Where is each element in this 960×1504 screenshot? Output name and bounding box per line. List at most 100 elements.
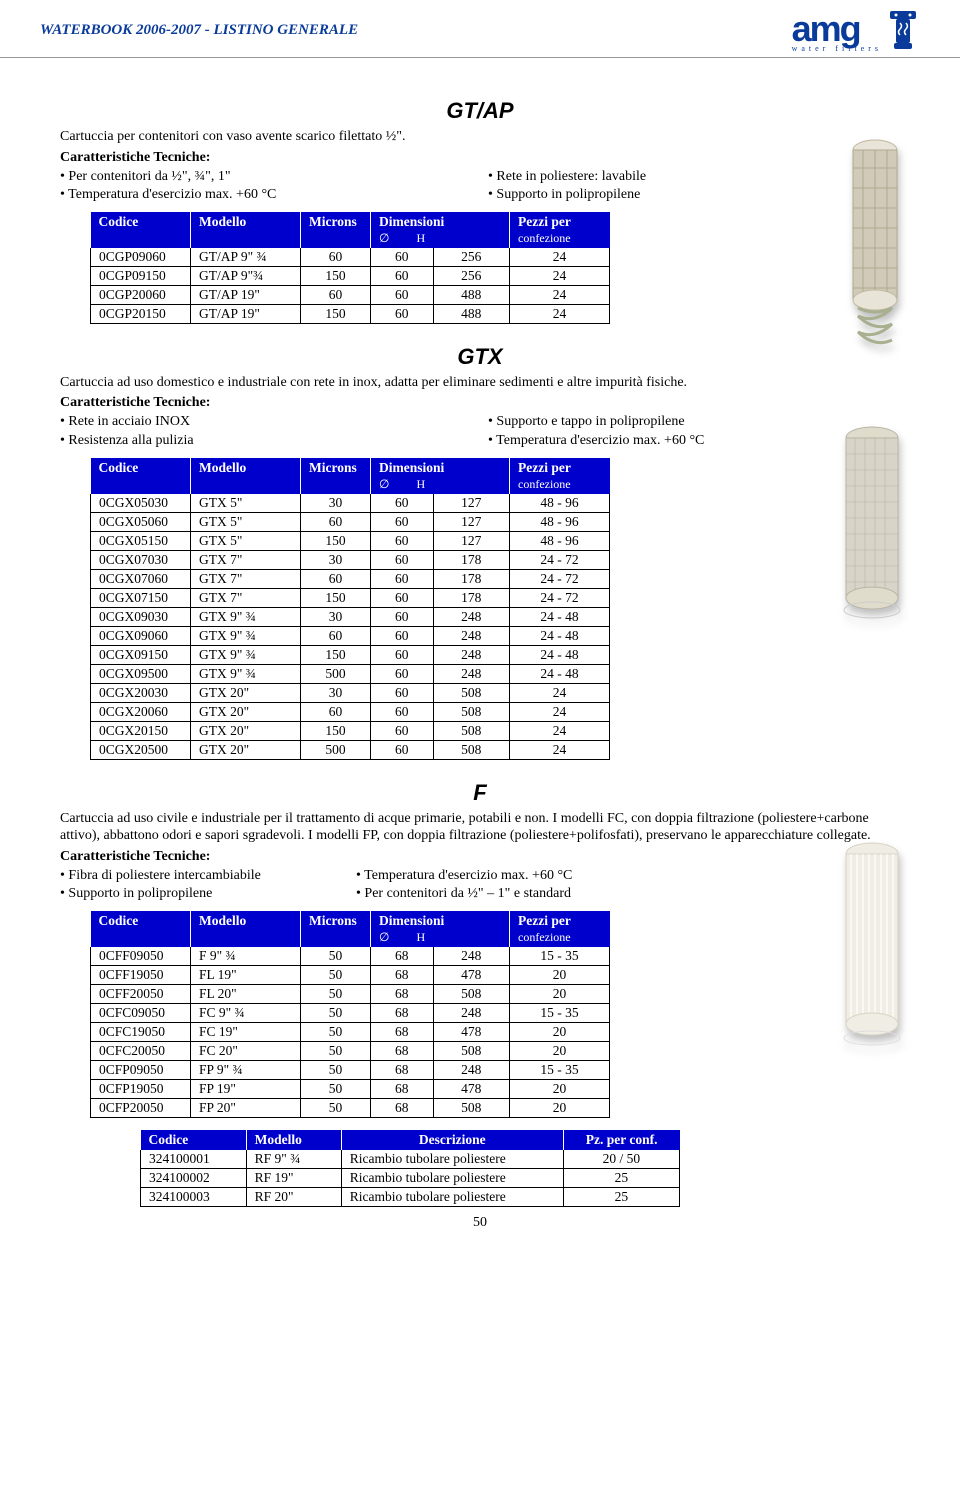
table-cell: FC 19" xyxy=(191,1023,301,1042)
table-cell: 24 xyxy=(510,683,610,702)
table-cell: FP 19" xyxy=(191,1080,301,1099)
table-cell: 48 - 96 xyxy=(510,494,610,513)
table-row: 324100001RF 9" ¾Ricambio tubolare polies… xyxy=(141,1150,680,1169)
table-cell: 24 xyxy=(510,721,610,740)
table-cell: 0CGX05060 xyxy=(91,512,191,531)
table-row: 0CFC20050FC 20"506850820 xyxy=(91,1042,610,1061)
table-cell: 60 xyxy=(371,645,434,664)
table-f-ricambi: Codice Modello Descrizione Pz. per conf.… xyxy=(140,1130,680,1207)
table-body: 0CGX05030GTX 5"306012748 - 960CGX05060GT… xyxy=(91,494,610,760)
table-cell: 50 xyxy=(301,947,371,966)
table-row: 0CGX09060GTX 9" ¾606024824 - 48 xyxy=(91,626,610,645)
table-cell: 248 xyxy=(433,607,509,626)
table-row: 0CGX09500GTX 9" ¾5006024824 - 48 xyxy=(91,664,610,683)
table-cell: 500 xyxy=(301,740,371,759)
table-cell: 508 xyxy=(433,1042,509,1061)
table-cell: 24 - 72 xyxy=(510,588,610,607)
table-cell: 30 xyxy=(301,607,371,626)
table-row: 0CGX05150GTX 5"1506012748 - 96 xyxy=(91,531,610,550)
table-cell: Ricambio tubolare poliestere xyxy=(341,1188,563,1207)
table-cell: 60 xyxy=(371,702,434,721)
table-cell: 24 - 48 xyxy=(510,607,610,626)
table-header: Codice Modello Microns Dimensioni ∅ H Pe… xyxy=(91,911,610,947)
table-cell: 20 xyxy=(510,966,610,985)
table-cell: 60 xyxy=(371,531,434,550)
table-cell: 24 xyxy=(510,285,610,304)
table-cell: Ricambio tubolare poliestere xyxy=(341,1150,563,1169)
table-cell: 60 xyxy=(371,248,434,267)
table-cell: FP 9" ¾ xyxy=(191,1061,301,1080)
table-row: 0CGX05060GTX 5"606012748 - 96 xyxy=(91,512,610,531)
table-cell: 0CGP20150 xyxy=(91,304,191,323)
list-item: Per contenitori da ½" – 1" e standard xyxy=(356,885,900,903)
table-cell: 508 xyxy=(433,740,509,759)
table-cell: 50 xyxy=(301,1061,371,1080)
table-cell: FL 19" xyxy=(191,966,301,985)
table-cell: 248 xyxy=(433,1004,509,1023)
bullets-gtx: Rete in acciaio INOXResistenza alla puli… xyxy=(60,413,900,449)
table-cell: 478 xyxy=(433,1023,509,1042)
table-cell: RF 19" xyxy=(246,1169,341,1188)
table-cell: GTX 7" xyxy=(191,550,301,569)
table-header: Codice Modello Microns Dimensioni ∅ H Pe… xyxy=(91,212,610,248)
table-cell: 60 xyxy=(371,588,434,607)
table-cell: 50 xyxy=(301,985,371,1004)
table-cell: 508 xyxy=(433,683,509,702)
table-cell: GTX 20" xyxy=(191,702,301,721)
table-cell: 68 xyxy=(371,1042,434,1061)
table-cell: 60 xyxy=(301,248,371,267)
table-cell: 50 xyxy=(301,1004,371,1023)
table-cell: 508 xyxy=(433,721,509,740)
table-gtx: Codice Modello Microns Dimensioni ∅ H Pe… xyxy=(90,458,610,760)
table-cell: GTX 20" xyxy=(191,683,301,702)
list-item: Rete in acciaio INOX xyxy=(60,413,472,431)
table-cell: 488 xyxy=(433,285,509,304)
table-cell: 60 xyxy=(371,494,434,513)
table-row: 0CFF09050F 9" ¾506824815 - 35 xyxy=(91,947,610,966)
list-item: Per contenitori da ½", ¾", 1" xyxy=(60,168,472,186)
table-cell: 60 xyxy=(371,550,434,569)
table-row: 0CFC19050FC 19"506847820 xyxy=(91,1023,610,1042)
logo-filter-icon xyxy=(886,9,920,53)
table-cell: 24 xyxy=(510,248,610,267)
bullets-f: Fibra di poliestere intercambiabileSuppo… xyxy=(60,867,900,903)
table-cell: 0CGX05030 xyxy=(91,494,191,513)
table-cell: 0CGX09060 xyxy=(91,626,191,645)
table-cell: 68 xyxy=(371,1080,434,1099)
table-cell: 15 - 35 xyxy=(510,1061,610,1080)
table-row: 324100002RF 19"Ricambio tubolare poliest… xyxy=(141,1169,680,1188)
tech-heading-gtx: Caratteristiche Tecniche: xyxy=(60,395,900,411)
table-row: 0CGX20060GTX 20"606050824 xyxy=(91,702,610,721)
table-cell: 508 xyxy=(433,1099,509,1118)
table-cell: FP 20" xyxy=(191,1099,301,1118)
table-cell: 248 xyxy=(433,947,509,966)
table-cell: 24 xyxy=(510,740,610,759)
table-cell: 0CFC20050 xyxy=(91,1042,191,1061)
table-cell: 508 xyxy=(433,985,509,1004)
table-header: Codice Modello Microns Dimensioni ∅ H Pe… xyxy=(91,458,610,494)
table-row: 0CGX07150GTX 7"1506017824 - 72 xyxy=(91,588,610,607)
table-cell: 150 xyxy=(301,531,371,550)
table-cell: FL 20" xyxy=(191,985,301,1004)
table-cell: 24 xyxy=(510,266,610,285)
table-cell: FC 20" xyxy=(191,1042,301,1061)
table-row: 0CGX20150GTX 20"1506050824 xyxy=(91,721,610,740)
table-cell: 0CGP20060 xyxy=(91,285,191,304)
page-header: WATERBOOK 2006-2007 - LISTINO GENERALE a… xyxy=(0,0,960,58)
table-cell: 60 xyxy=(301,285,371,304)
table-cell: 60 xyxy=(371,569,434,588)
table-cell: 50 xyxy=(301,1042,371,1061)
table-cell: 24 - 48 xyxy=(510,645,610,664)
table-cell: 60 xyxy=(301,569,371,588)
table-gtap: Codice Modello Microns Dimensioni ∅ H Pe… xyxy=(90,212,610,324)
table-cell: 248 xyxy=(433,1061,509,1080)
table-cell: 488 xyxy=(433,304,509,323)
table-cell: 248 xyxy=(433,664,509,683)
table-cell: 150 xyxy=(301,721,371,740)
section-title-f: F xyxy=(60,780,900,806)
table-cell: 60 xyxy=(371,304,434,323)
bullets-left-gtap: Per contenitori da ½", ¾", 1"Temperatura… xyxy=(60,168,472,204)
table-cell: 178 xyxy=(433,569,509,588)
table-cell: 20 xyxy=(510,1080,610,1099)
table-cell: 60 xyxy=(301,626,371,645)
